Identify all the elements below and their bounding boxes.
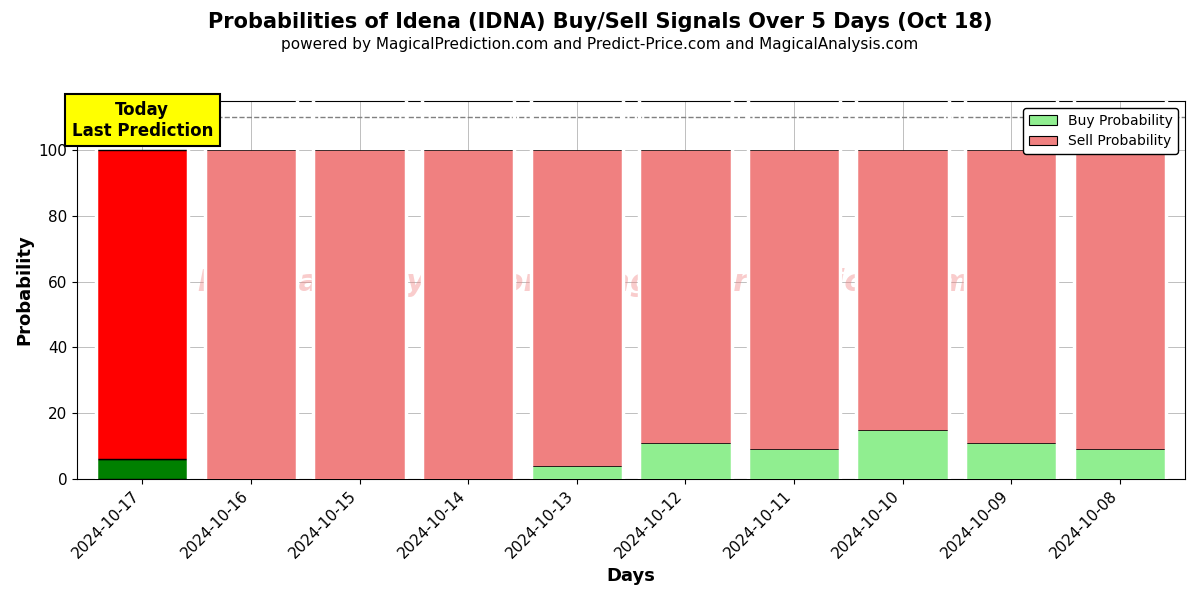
Text: Today
Last Prediction: Today Last Prediction	[72, 101, 214, 140]
Text: MagicalPrediction.com: MagicalPrediction.com	[580, 268, 971, 297]
Bar	[965, 443, 1057, 479]
Bar	[857, 430, 949, 479]
Bar	[1074, 150, 1166, 449]
X-axis label: Days: Days	[607, 567, 655, 585]
Bar	[640, 150, 732, 443]
Bar	[965, 150, 1057, 443]
Bar	[96, 459, 188, 479]
Y-axis label: Probability: Probability	[14, 235, 32, 345]
Bar	[1074, 449, 1166, 479]
Bar	[96, 150, 188, 459]
Bar	[530, 466, 623, 479]
Bar	[205, 150, 298, 479]
Bar	[530, 150, 623, 466]
Legend: Buy Probability, Sell Probability: Buy Probability, Sell Probability	[1024, 108, 1178, 154]
Bar	[748, 150, 840, 449]
Bar	[748, 449, 840, 479]
Text: powered by MagicalPrediction.com and Predict-Price.com and MagicalAnalysis.com: powered by MagicalPrediction.com and Pre…	[281, 37, 919, 52]
Bar	[640, 443, 732, 479]
Text: MagicalAnalysis.com: MagicalAnalysis.com	[197, 268, 556, 297]
Bar	[422, 150, 515, 479]
Text: Probabilities of Idena (IDNA) Buy/Sell Signals Over 5 Days (Oct 18): Probabilities of Idena (IDNA) Buy/Sell S…	[208, 12, 992, 32]
Bar	[313, 150, 406, 479]
Bar	[857, 150, 949, 430]
